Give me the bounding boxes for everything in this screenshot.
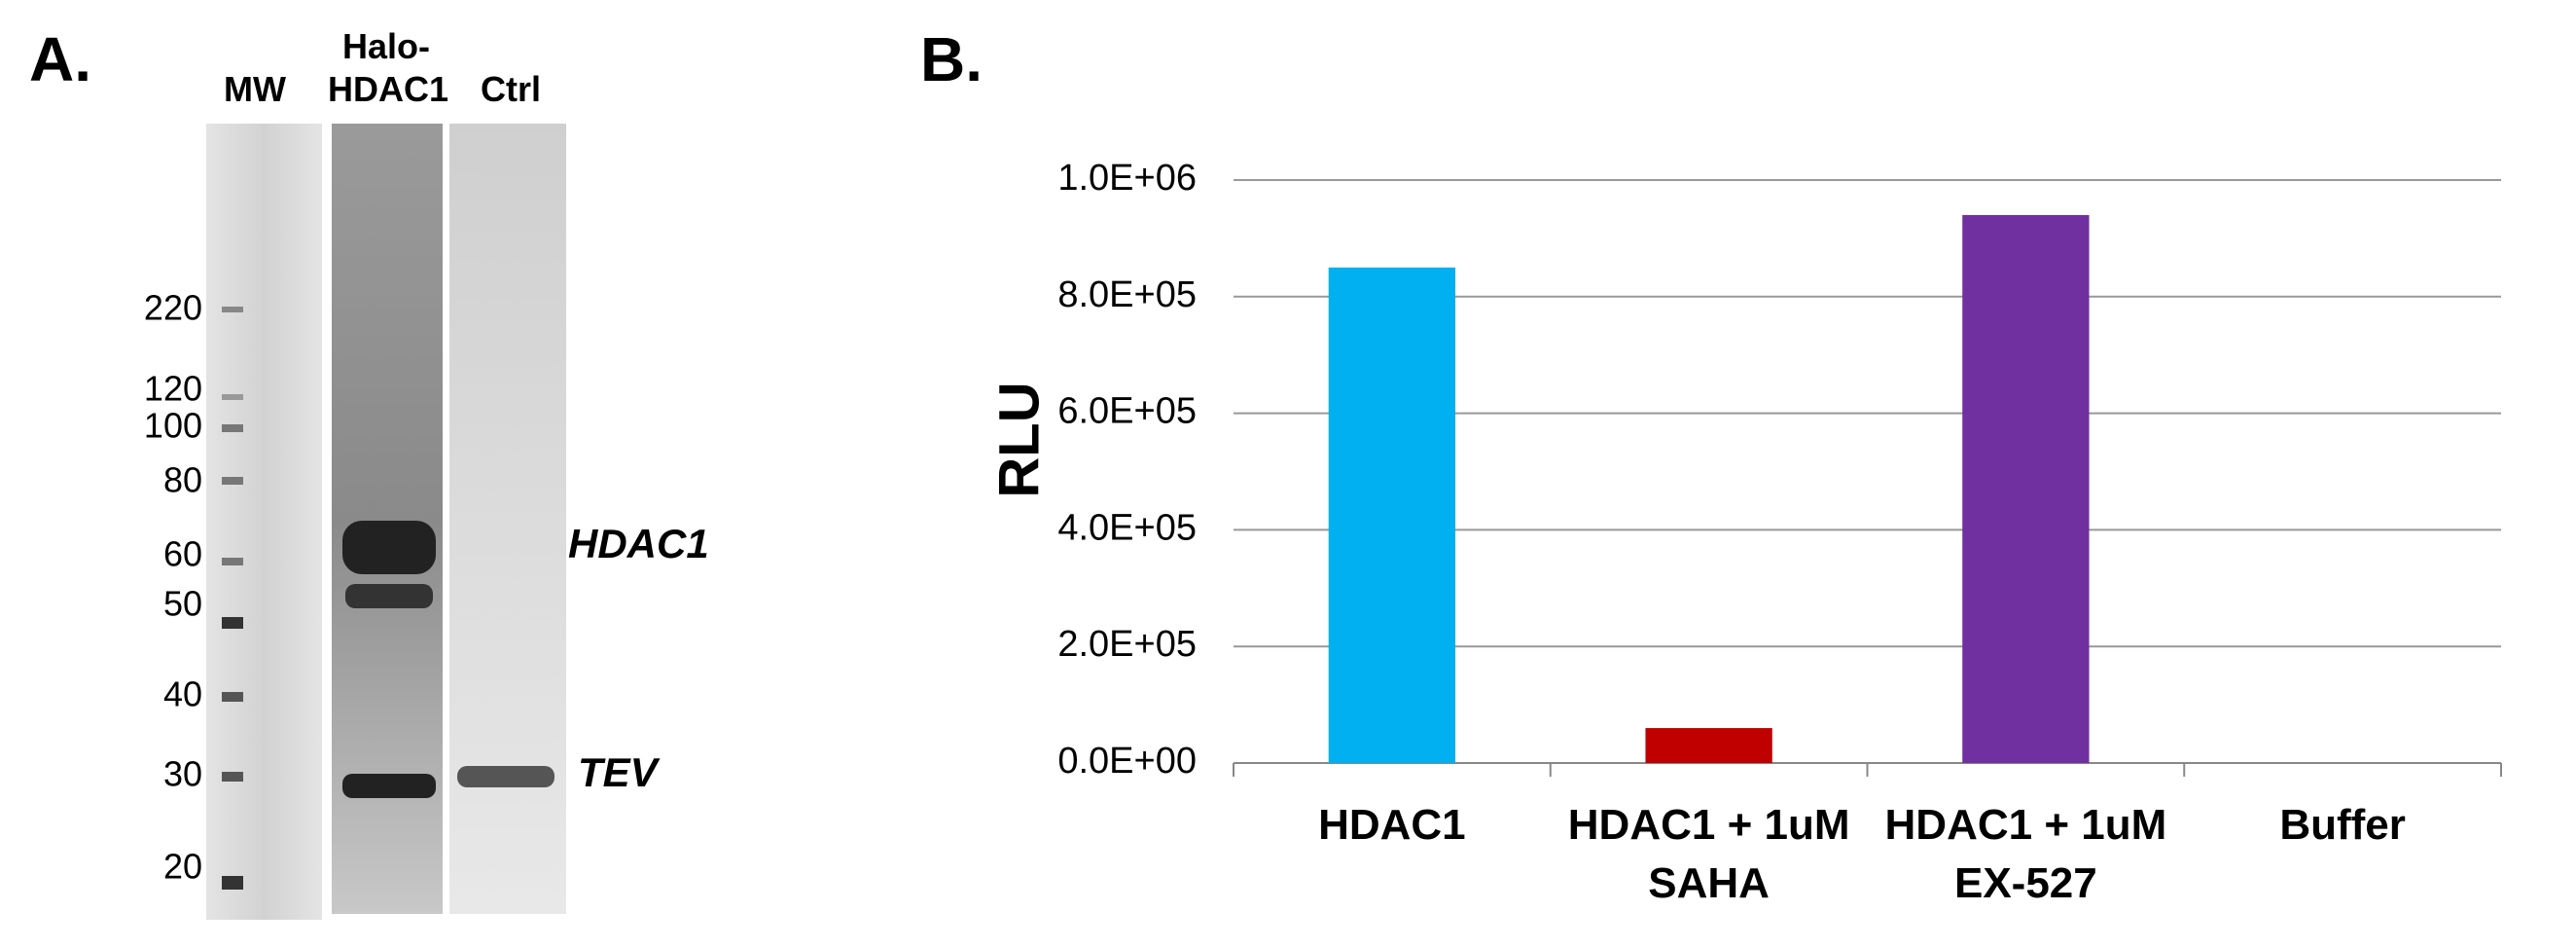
mw-label: 120 [144,369,202,409]
y-tick-label: 8.0E+05 [1057,274,1197,315]
y-tick-label: 2.0E+05 [1057,624,1197,665]
lane-label: Halo-HDAC1 [328,26,449,109]
band-label: TEV [578,749,661,795]
panel-label: B. [920,24,983,94]
lane-label: MW [224,69,286,109]
x-tick-label: HDAC1 [1318,801,1466,849]
mw-label: 60 [163,534,202,574]
y-tick-label: 6.0E+05 [1057,391,1197,432]
mw-label: 30 [163,754,202,794]
sample-bands [342,521,555,798]
panel-label: A. [29,24,91,94]
y-tick-label: 1.0E+06 [1057,158,1197,199]
mw-bands [222,307,243,890]
bar [1328,267,1456,763]
mw-label: 220 [144,288,202,328]
y-tick-label: 0.0E+00 [1057,741,1197,782]
gel-lane [206,124,322,920]
mw-label: 80 [163,460,202,500]
mw-label: 20 [163,847,202,887]
mw-labels: 220 120 100 80 60 50 40 30 20 [144,288,202,887]
bar [1645,728,1772,763]
gel [206,124,566,920]
x-tick-label-box: HDAC1 [1318,801,1466,849]
x-tick-label-box: HDAC1 + 1uM SAHA [1567,801,1850,907]
lane-label-box: MW [224,69,286,109]
y-axis-label: RLU [987,382,1051,497]
y-tick-label: 4.0E+05 [1057,507,1197,548]
lane-label-box: Ctrl [481,69,541,109]
x-tick-label: HDAC1 + 1uM EX-527 [1884,801,2167,907]
mw-label: 40 [163,674,202,714]
band-label: HDAC1 [568,521,709,566]
x-tick-label-box: HDAC1 + 1uM EX-527 [1884,801,2167,907]
x-tick-label-box: Buffer [2279,801,2406,849]
mw-label: 50 [163,584,202,624]
lane-label-box: Halo-HDAC1 [328,26,449,109]
x-tick-label: Buffer [2279,801,2406,849]
mw-label: 100 [144,406,202,446]
x-tick-label: HDAC1 + 1uM SAHA [1567,801,1850,907]
lane-label: Ctrl [481,69,541,109]
gel-lane [449,124,566,914]
bar [1962,214,2090,763]
